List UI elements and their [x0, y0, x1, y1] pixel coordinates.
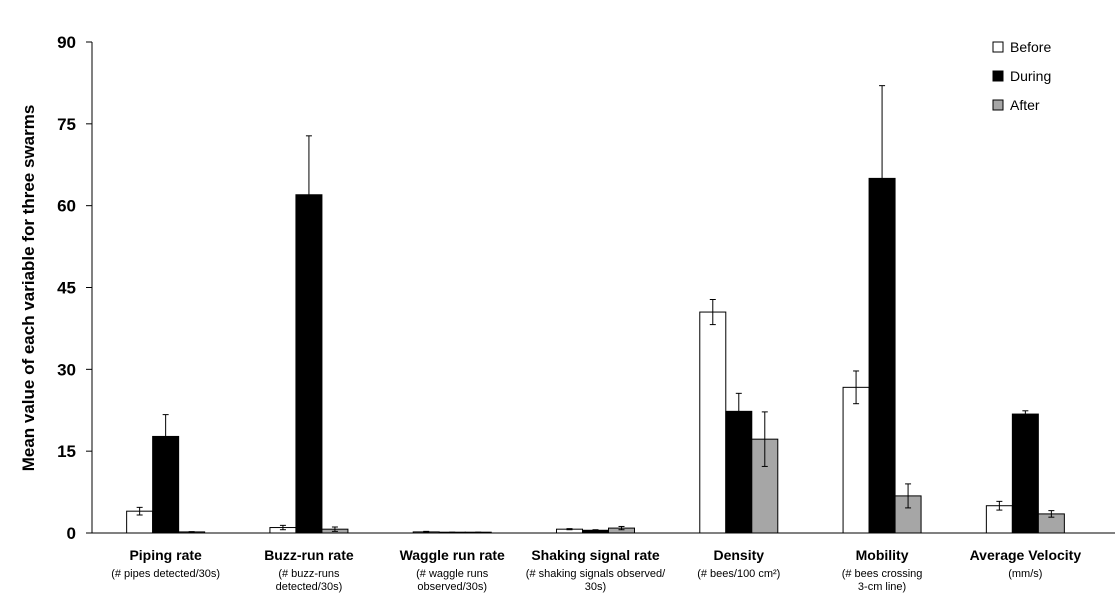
y-tick-label: 60	[57, 197, 76, 216]
category-labels: Piping rate (# pipes detected/30s) Buzz-ru…	[111, 547, 1081, 593]
bar	[1011, 413, 1039, 534]
legend-label: Before	[1010, 39, 1051, 55]
category-name: Average Velocity	[970, 547, 1082, 563]
y-axis-label: Mean value of each variable for three sw…	[19, 105, 38, 472]
category-subtitle: (# buzz-runs	[278, 568, 340, 580]
category-subtitle: (# bees/100 cm²)	[697, 568, 780, 580]
category-name: Density	[713, 547, 764, 563]
category-subtitle: 30s)	[585, 581, 606, 593]
bar-group	[699, 299, 779, 534]
y-tick-label: 45	[57, 279, 76, 298]
y-tick-label: 0	[67, 524, 76, 543]
y-axis-ticks: 0 15 30 45 60 75 90	[57, 33, 92, 543]
bar-group	[412, 530, 492, 534]
bar-group	[556, 525, 635, 534]
bar	[699, 311, 727, 534]
bar-group	[985, 410, 1065, 534]
y-tick-label: 15	[57, 442, 76, 461]
category-subtitle: (# shaking signals observed/	[526, 568, 666, 580]
bar	[842, 386, 870, 534]
category-name: Mobility	[856, 547, 909, 563]
y-tick-label: 90	[57, 33, 76, 52]
category-subtitle: detected/30s)	[276, 581, 343, 593]
category-subtitle: (# waggle runs	[416, 568, 489, 580]
category-name: Buzz-run rate	[264, 547, 354, 563]
legend-swatch	[992, 99, 1004, 111]
legend-swatch	[992, 41, 1004, 53]
legend-label: After	[1010, 97, 1040, 113]
category-subtitle: (mm/s)	[1008, 568, 1042, 580]
category-name: Shaking signal rate	[531, 547, 660, 563]
y-tick-label: 30	[57, 360, 76, 379]
legend: Before During After	[992, 39, 1051, 113]
bar-groups	[126, 85, 1065, 534]
bar-group	[269, 135, 349, 534]
bar-group	[842, 85, 922, 534]
category-name: Piping rate	[129, 547, 202, 563]
y-tick-label: 75	[57, 115, 76, 134]
category-subtitle: (# pipes detected/30s)	[111, 568, 220, 580]
category-name: Waggle run rate	[400, 547, 505, 563]
legend-label: During	[1010, 68, 1051, 84]
category-subtitle: observed/30s)	[417, 581, 487, 593]
category-subtitle: 3-cm line)	[858, 581, 906, 593]
category-subtitle: (# bees crossing	[842, 568, 923, 580]
bar	[725, 410, 753, 534]
legend-swatch	[992, 70, 1004, 82]
bar-group	[126, 414, 206, 534]
